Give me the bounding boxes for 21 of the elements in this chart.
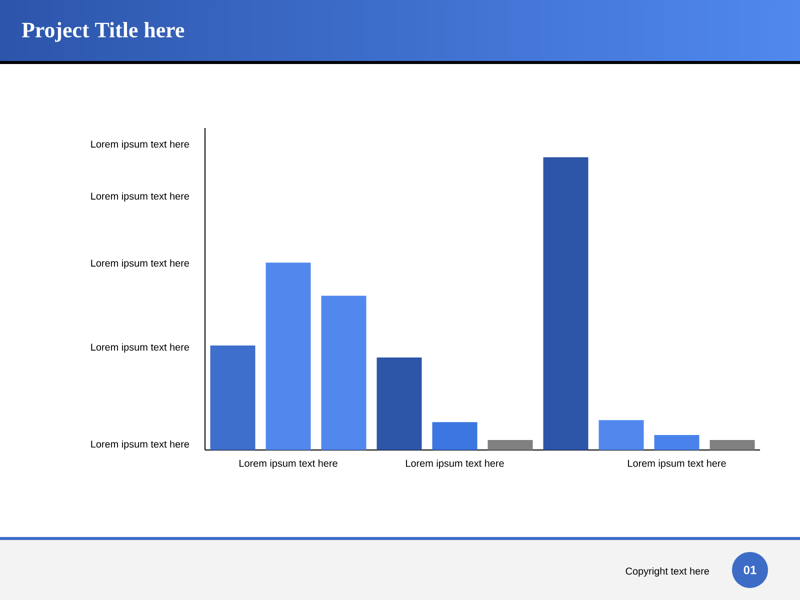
text: Copyright text here	[626, 567, 710, 577]
text: Lorem ipsum text here	[91, 440, 190, 450]
bar	[598, 420, 644, 450]
text: Lorem ipsum text here	[91, 192, 190, 202]
text: Lorem ipsum text here	[91, 140, 190, 150]
x-tick-label: Lorem ipsum text here	[406, 460, 504, 469]
x-tick-label: Lorem ipsum text here	[240, 460, 338, 469]
bar	[432, 422, 478, 450]
text: Lorem ipsum text here	[91, 259, 190, 269]
x-tick-label: Lorem ipsum text here	[628, 460, 726, 469]
bar	[210, 345, 256, 450]
bar	[710, 440, 755, 450]
bar	[543, 157, 588, 450]
bar	[376, 357, 422, 450]
bar	[321, 296, 366, 450]
chart-title: Project Title here	[22, 22, 184, 42]
text: Lorem ipsum text here	[91, 343, 190, 353]
text: 01	[744, 566, 756, 574]
bar	[654, 435, 700, 450]
bar	[488, 440, 533, 450]
bar	[266, 262, 311, 450]
